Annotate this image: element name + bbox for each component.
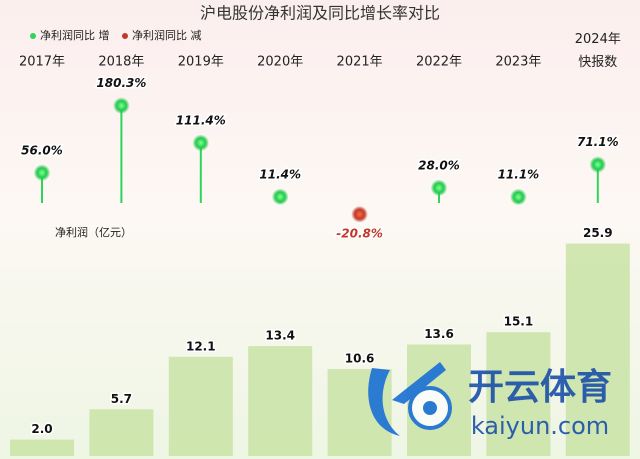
rate-label: 11.4%: [259, 167, 301, 181]
legend-label: 净利润同比 减: [132, 28, 202, 42]
rate-label: 111.4%: [176, 113, 226, 127]
rate-label: 56.0%: [21, 143, 63, 157]
rate-label: -20.8%: [336, 227, 383, 241]
x-tick-label: 2024年快报数: [575, 32, 621, 70]
bar-value-label: 5.7: [111, 392, 132, 406]
dot: [113, 97, 130, 114]
dot: [431, 179, 447, 196]
watermark-url: kaiyun.com: [471, 412, 609, 440]
bar: [248, 346, 313, 456]
bar: [89, 409, 154, 456]
logo-k: [368, 368, 400, 436]
legend-label: 净利润同比 增: [40, 28, 110, 42]
bar-value-label: 13.4: [265, 329, 295, 343]
legend-swatch: [122, 33, 128, 39]
legend-swatch: [30, 33, 36, 39]
watermark-brand: 开云体育: [468, 367, 612, 408]
x-tick-label: 2020年: [257, 55, 303, 70]
dot: [510, 189, 527, 206]
rate-label: 11.1%: [498, 168, 540, 182]
watermark: 开云体育 kaiyun.com: [368, 362, 612, 440]
logo-ball: [423, 401, 437, 415]
marks: 净利润同比 增 净利润同比 减 2017年 2018年 2019年 2020年 2021年 2…: [10, 28, 630, 456]
bar: [486, 332, 551, 456]
dot: [192, 134, 209, 151]
x-tick-label: 2018年: [98, 55, 144, 70]
rate-label: 71.1%: [577, 135, 619, 149]
dot: [351, 206, 368, 223]
x-tick-label: 2017年: [19, 55, 65, 70]
bar-value-label: 12.1: [186, 339, 216, 353]
x-tick-label: 2022年: [416, 55, 462, 70]
bar: [168, 356, 233, 456]
bar-value-label: 2.0: [31, 422, 52, 436]
dot: [34, 164, 50, 181]
x-tick-label: 2019年: [178, 55, 224, 70]
annotation: 净利润（亿元）: [55, 225, 132, 239]
bar-value-label: 13.6: [424, 327, 454, 341]
bar: [565, 243, 630, 456]
bar: [10, 439, 74, 456]
dot: [589, 156, 606, 173]
logo-k: [392, 362, 446, 404]
x-tick-label: 2023年: [495, 55, 541, 70]
dot: [272, 188, 289, 205]
bar-value-label: 10.6: [345, 352, 375, 366]
x-tick-label: 2021年: [337, 55, 383, 70]
rate-label: 28.0%: [418, 158, 460, 172]
bar-value-label: 25.9: [583, 226, 613, 240]
chart-title: 沪电股份净利润及同比增长率对比: [200, 4, 440, 23]
rate-label: 180.3%: [96, 76, 146, 90]
bar-value-label: 15.1: [504, 315, 534, 329]
